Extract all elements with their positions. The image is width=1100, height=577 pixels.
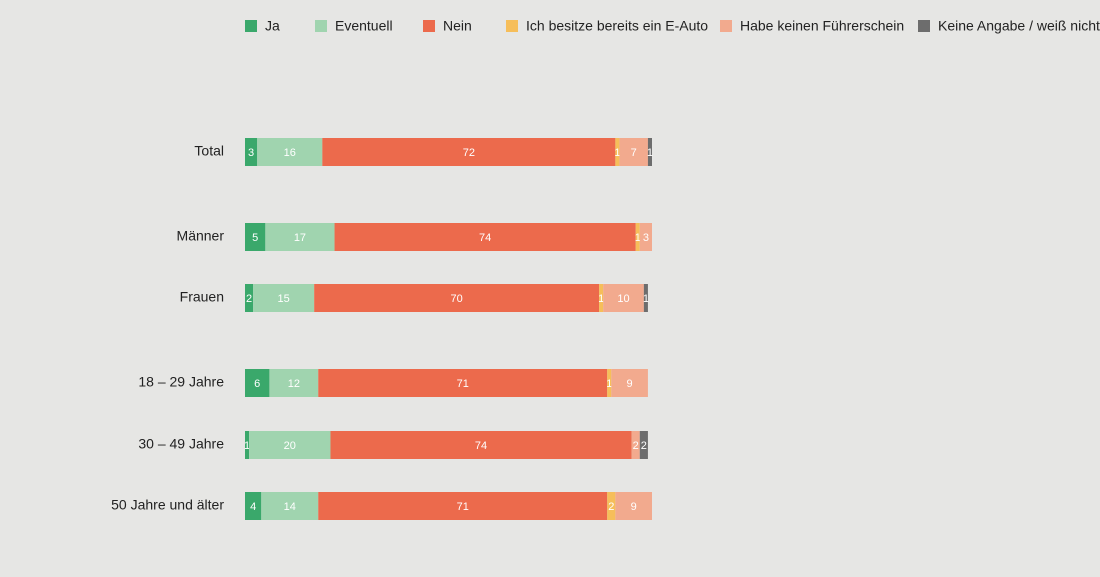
value-label: 16 — [284, 147, 296, 159]
bar-segment — [245, 138, 258, 166]
value-label: 2 — [246, 293, 252, 305]
value-label: 20 — [284, 440, 296, 452]
legend-swatch — [918, 20, 930, 32]
value-label: 72 — [463, 147, 475, 159]
value-label: 1 — [647, 147, 653, 159]
value-label: 1 — [244, 440, 250, 452]
value-label: 4 — [250, 501, 256, 513]
bar-segment — [639, 223, 652, 251]
bar-segment — [314, 284, 600, 312]
bar-segment — [334, 223, 636, 251]
bar-segment — [615, 492, 652, 520]
value-label: 71 — [457, 378, 469, 390]
category-label: Frauen — [180, 289, 224, 305]
legend-label: Ja — [265, 18, 280, 34]
value-label: 1 — [614, 147, 620, 159]
legend-swatch — [245, 20, 257, 32]
bar-segment — [245, 492, 262, 520]
value-label: 2 — [608, 501, 614, 513]
bar-segment — [603, 284, 644, 312]
value-label: 74 — [479, 232, 491, 244]
bar-segment — [607, 492, 616, 520]
value-label: 9 — [627, 378, 633, 390]
bar-segment — [322, 138, 616, 166]
value-label: 2 — [641, 440, 647, 452]
legend-label: Ich besitze bereits ein E-Auto — [526, 18, 708, 34]
value-label: 70 — [451, 293, 463, 305]
value-label: 7 — [631, 147, 637, 159]
value-label: 71 — [457, 501, 469, 513]
bar-segment — [330, 431, 632, 459]
bar-segment — [647, 138, 652, 166]
bar-segment — [269, 369, 319, 397]
legend-swatch — [315, 20, 327, 32]
value-label: 74 — [475, 440, 487, 452]
bar-segment — [245, 431, 250, 459]
bar-segment — [615, 138, 620, 166]
bar-segment — [318, 492, 608, 520]
legend-label: Habe keinen Führerschein — [740, 18, 904, 34]
value-label: 1 — [606, 378, 612, 390]
bar-segment — [611, 369, 648, 397]
bar-segment — [245, 223, 266, 251]
legend-swatch — [720, 20, 732, 32]
bar-segment — [265, 223, 335, 251]
category-label: Total — [194, 143, 224, 159]
category-label: 18 – 29 Jahre — [138, 374, 224, 390]
value-label: 6 — [254, 378, 260, 390]
value-label: 3 — [643, 232, 649, 244]
bar-segment — [257, 138, 323, 166]
value-label: 10 — [617, 293, 629, 305]
bar-segment — [249, 431, 331, 459]
bar-segment — [318, 369, 608, 397]
legend-label: Nein — [443, 18, 472, 34]
category-label: Männer — [177, 228, 225, 244]
value-label: 17 — [294, 232, 306, 244]
value-label: 1 — [643, 293, 649, 305]
bar-segment — [619, 138, 648, 166]
legend-swatch — [506, 20, 518, 32]
legend-swatch — [423, 20, 435, 32]
bar-segment — [607, 369, 612, 397]
bar-segment — [245, 369, 270, 397]
value-label: 9 — [631, 501, 637, 513]
bar-segment — [245, 284, 254, 312]
legend-label: Eventuell — [335, 18, 393, 34]
value-label: 1 — [635, 232, 641, 244]
legend-label: Keine Angabe / weiß nicht — [938, 18, 1100, 34]
bar-segment — [639, 431, 648, 459]
category-label: 30 – 49 Jahre — [138, 436, 224, 452]
value-label: 14 — [284, 501, 296, 513]
bar-segment — [261, 492, 319, 520]
bar-segment — [643, 284, 648, 312]
bar-segment — [635, 223, 640, 251]
bar-segment — [253, 284, 315, 312]
value-label: 15 — [278, 293, 290, 305]
value-label: 5 — [252, 232, 258, 244]
value-label: 2 — [633, 440, 639, 452]
category-label: 50 Jahre und älter — [111, 497, 224, 513]
value-label: 1 — [598, 293, 604, 305]
bar-segment — [599, 284, 604, 312]
bar-segment — [631, 431, 640, 459]
value-label: 3 — [248, 147, 254, 159]
value-label: 12 — [288, 378, 300, 390]
